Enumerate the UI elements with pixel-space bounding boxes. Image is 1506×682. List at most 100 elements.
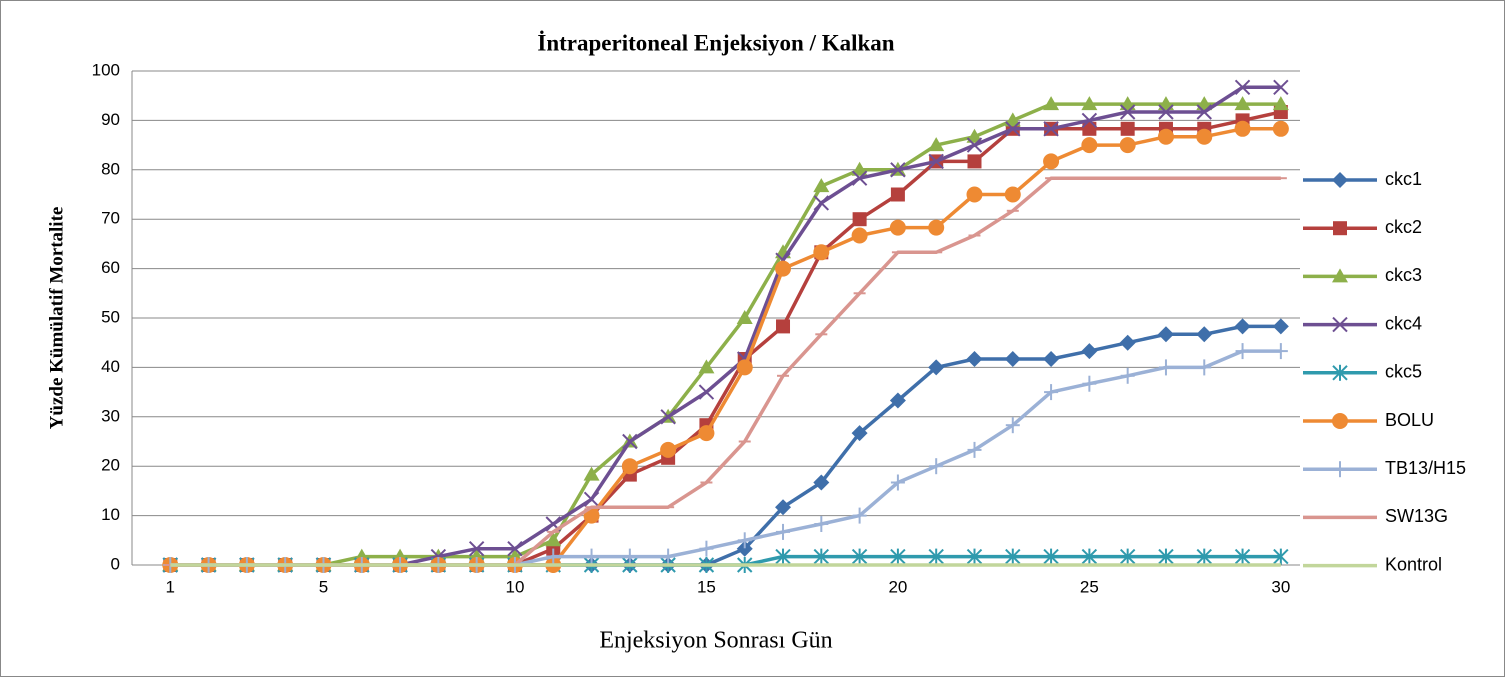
- marker-shape: [928, 359, 945, 376]
- marker: [852, 212, 867, 227]
- marker: [775, 548, 791, 565]
- marker-shape: [813, 474, 830, 491]
- marker-shape: [1043, 153, 1060, 170]
- marker: [698, 384, 715, 400]
- marker-shape: [1332, 172, 1348, 188]
- marker: [1273, 343, 1288, 360]
- y-axis-label: Yüzde Kümülatif Mortalite: [46, 207, 67, 430]
- marker: [1196, 104, 1212, 120]
- marker-shape: [813, 178, 830, 193]
- marker: [1157, 128, 1174, 145]
- marker-shape: [851, 161, 868, 176]
- marker: [1234, 120, 1251, 137]
- marker: [1081, 343, 1098, 360]
- marker: [813, 474, 830, 491]
- marker: [1043, 153, 1060, 170]
- marker: [813, 178, 830, 193]
- marker: [814, 515, 829, 532]
- legend-label: BOLU: [1385, 410, 1434, 430]
- marker: [1043, 121, 1059, 137]
- marker: [890, 187, 905, 202]
- marker: [966, 186, 983, 203]
- marker-shape: [736, 310, 753, 324]
- marker-shape: [1272, 96, 1289, 111]
- marker: [1235, 343, 1250, 360]
- marker: [1120, 367, 1135, 384]
- marker: [1332, 413, 1348, 429]
- y-tick-label: 80: [101, 159, 120, 178]
- marker-shape: [1332, 413, 1348, 429]
- marker: [928, 137, 945, 152]
- marker: [1004, 186, 1021, 203]
- legend-label: ckc3: [1385, 265, 1422, 285]
- marker-stroke: [1234, 79, 1251, 96]
- marker-shape: [1196, 326, 1213, 343]
- marker: [1332, 172, 1348, 188]
- marker: [966, 137, 983, 153]
- marker-shape: [775, 499, 792, 516]
- marker-shape: [1234, 120, 1251, 137]
- marker: [928, 153, 944, 170]
- marker: [776, 523, 791, 540]
- marker-shape: [1272, 318, 1289, 335]
- marker: [1004, 351, 1021, 368]
- marker-shape: [1234, 318, 1251, 335]
- marker: [736, 540, 753, 557]
- marker-shape: [1081, 343, 1098, 360]
- y-tick-label: 60: [101, 258, 120, 277]
- marker: [1333, 461, 1347, 478]
- marker: [852, 507, 867, 524]
- marker: [699, 540, 714, 557]
- marker-shape: [1119, 137, 1136, 154]
- x-tick-label: 20: [888, 577, 907, 596]
- marker-stroke: [1119, 104, 1136, 120]
- marker-shape: [966, 186, 983, 203]
- y-tick-label: 20: [101, 456, 120, 475]
- marker: [1119, 334, 1136, 351]
- marker: [1272, 96, 1289, 111]
- marker: [660, 441, 677, 458]
- x-tick-label: 1: [166, 577, 175, 596]
- marker-stroke: [583, 491, 600, 508]
- marker: [966, 128, 983, 143]
- marker-stroke: [1273, 79, 1289, 96]
- marker: [1119, 137, 1136, 154]
- marker: [1158, 104, 1174, 120]
- marker: [1272, 318, 1289, 335]
- marker: [583, 466, 600, 481]
- marker-shape: [775, 260, 792, 277]
- marker: [851, 425, 868, 442]
- marker: [1081, 137, 1098, 154]
- marker: [1004, 112, 1021, 127]
- marker-shape: [583, 466, 600, 481]
- x-axis-label: Enjeksiyon Sonrası Gün: [599, 628, 832, 654]
- y-tick-label: 100: [92, 60, 120, 79]
- marker-stroke: [1005, 121, 1021, 137]
- marker: [890, 162, 906, 178]
- marker: [621, 458, 638, 475]
- y-tick-label: 0: [111, 554, 120, 573]
- marker: [1197, 359, 1212, 376]
- marker: [1332, 316, 1348, 333]
- legend-label: ckc1: [1385, 169, 1422, 189]
- marker-shape: [966, 128, 983, 143]
- marker-stroke: [1158, 104, 1174, 120]
- marker-shape: [1043, 96, 1060, 111]
- marker: [890, 474, 905, 491]
- legend-label: TB13/H15: [1385, 458, 1466, 478]
- marker-stroke: [1332, 316, 1348, 333]
- marker-shape: [1332, 268, 1348, 283]
- marker: [928, 548, 944, 565]
- y-tick-label: 10: [101, 505, 120, 524]
- marker: [813, 195, 830, 211]
- marker-shape: [928, 137, 945, 152]
- marker-shape: [1196, 128, 1213, 145]
- legend-label: SW13G: [1385, 506, 1448, 526]
- marker: [928, 219, 945, 236]
- y-tick-label: 30: [101, 406, 120, 425]
- marker: [468, 540, 485, 557]
- marker: [851, 548, 868, 565]
- marker-shape: [660, 441, 677, 458]
- marker-shape: [889, 219, 906, 236]
- marker: [1157, 326, 1174, 343]
